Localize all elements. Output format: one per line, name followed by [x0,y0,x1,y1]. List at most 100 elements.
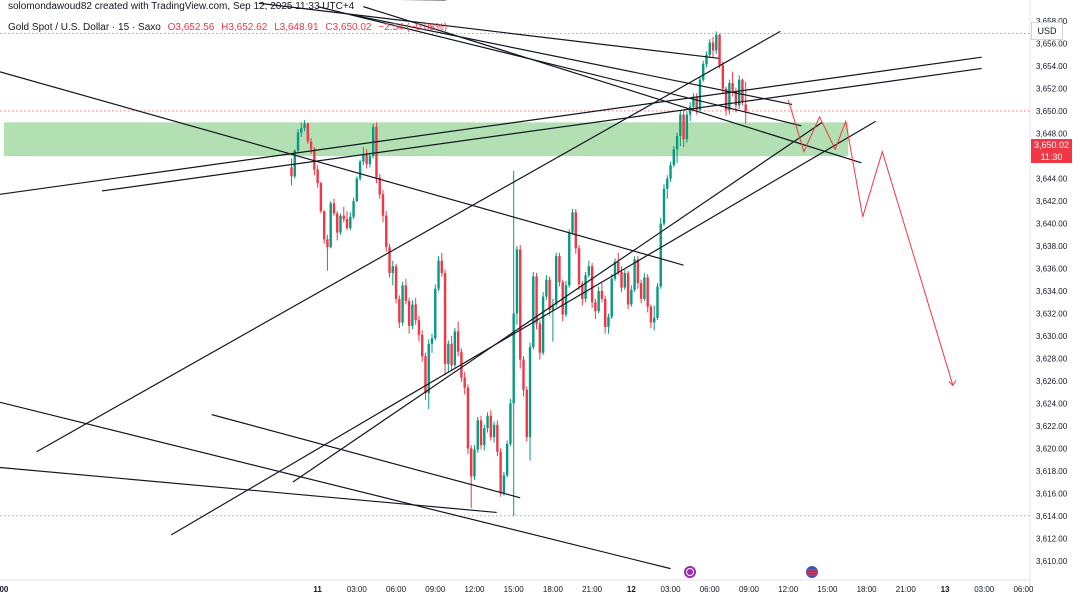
trend-line [350,13,793,106]
trend-line [292,121,823,483]
candle-body [401,285,404,323]
candle-body [479,420,483,445]
candle-body [728,83,731,111]
projection-arrowhead [948,380,957,387]
candle-body [587,266,591,276]
candle-body [378,177,381,195]
candle-body [646,277,649,307]
trend-line [211,414,521,499]
candle-body [365,154,368,164]
candle-body [398,298,401,323]
candle-body [744,104,747,111]
candle-body [656,286,659,318]
price-tick-label: 3,638.00 [1036,242,1068,251]
candle-body [371,126,375,157]
price-tick-label: 3,656.00 [1036,40,1068,49]
candle-body [568,232,571,286]
candle-body [349,216,352,229]
candle-body [420,334,424,357]
price-tick-label: 3,634.00 [1036,287,1068,296]
candle-body [551,304,555,311]
trend-line [170,120,877,536]
time-tick-label: 03:00 [974,585,995,594]
price-tick-label: 3,624.00 [1036,399,1068,408]
time-tick-label: 06:00 [386,585,407,594]
time-tick-label: 15:00 [817,585,838,594]
candle-body [404,285,408,302]
candle-body [306,123,310,142]
candle-body [417,320,421,335]
candle-body [453,331,457,366]
candle-body [597,291,600,312]
candle-body [594,302,597,312]
trend-line [258,2,719,59]
candle-body [362,154,365,162]
candle-body [731,83,734,91]
candle-body [411,304,414,326]
open-value: O3,652.56 [167,22,215,33]
candle-body [698,79,702,111]
candle-body [715,34,718,51]
candle-body [463,377,466,388]
support-zone [3,122,849,157]
candle-body [434,288,437,339]
candle-body [721,65,725,89]
high-value: H3,652.62 [221,22,268,33]
price-tick-label: 3,630.00 [1036,332,1068,341]
candle-body [316,169,319,184]
candle-body [590,266,594,303]
projection-path [787,99,954,386]
candle-body [528,347,532,438]
time-tick-label: 00 [0,585,9,594]
close-value: C3,650.02 [325,22,372,33]
candle-body [688,106,692,115]
candle-body [577,248,581,285]
candle-body [633,259,636,290]
candle-body [653,317,656,323]
candle-body [296,132,300,151]
candle-body [385,215,388,248]
candle-body [326,239,329,248]
candle-body [695,96,698,111]
candle-body [437,260,440,289]
candle-body [512,313,515,404]
candle-body [522,359,525,390]
crypto-event-icon-inner [686,568,694,576]
candle-body [662,188,666,224]
bar-countdown: 11:30 [1040,152,1063,162]
candle-body [391,266,394,274]
candle-body [617,261,620,272]
candle-body [483,428,486,445]
candle-body [358,161,362,179]
price-tick-label: 3,658.00 [1036,17,1068,26]
candle-body [574,212,577,249]
candle-body [329,203,332,248]
candle-body [486,415,489,429]
candle-body [424,356,427,394]
candle-body [705,54,708,64]
candle-body [443,273,447,365]
candle-body [525,389,528,438]
candle-body [630,289,633,305]
candle-body [538,323,542,353]
currency-selector[interactable]: USD [1031,22,1063,40]
candle-body [456,331,460,352]
time-tick-label: 06:00 [700,585,721,594]
candle-body [440,260,444,274]
time-tick-label: 12:00 [778,585,799,594]
candle-body [309,141,313,150]
time-tick-label: 06:00 [1013,585,1034,594]
time-tick-label: 03:00 [661,585,682,594]
candle-body [290,167,293,177]
time-tick-label: 12 [627,585,636,594]
candle-body [711,42,715,51]
price-tick-label: 3,622.00 [1036,422,1068,431]
candle-body [515,249,519,314]
candle-body [702,63,705,80]
candle-body [610,278,613,317]
time-tick-label: 15:00 [504,585,525,594]
time-tick-label: 18:00 [543,585,564,594]
candle-body [332,203,336,214]
